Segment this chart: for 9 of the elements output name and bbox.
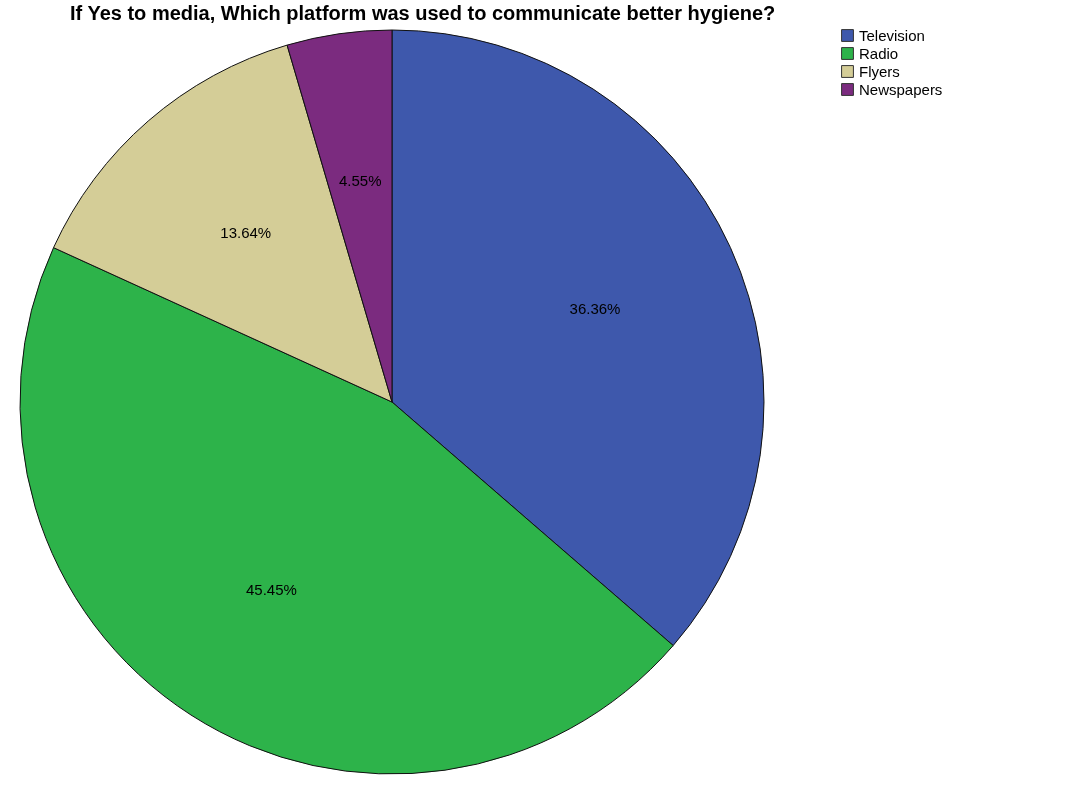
legend-label: Newspapers xyxy=(859,80,943,98)
data-label: 45.45% xyxy=(245,580,297,598)
data-label: 13.64% xyxy=(220,224,272,242)
legend-label: Television xyxy=(859,26,925,44)
data-label: 36.36% xyxy=(569,300,621,318)
data-label: 4.55% xyxy=(338,172,382,190)
legend-label: Radio xyxy=(859,44,899,62)
legend-label: Flyers xyxy=(859,62,900,80)
chart-title: If Yes to media, Which platform was used to communicate better hygiene? xyxy=(70,2,776,24)
